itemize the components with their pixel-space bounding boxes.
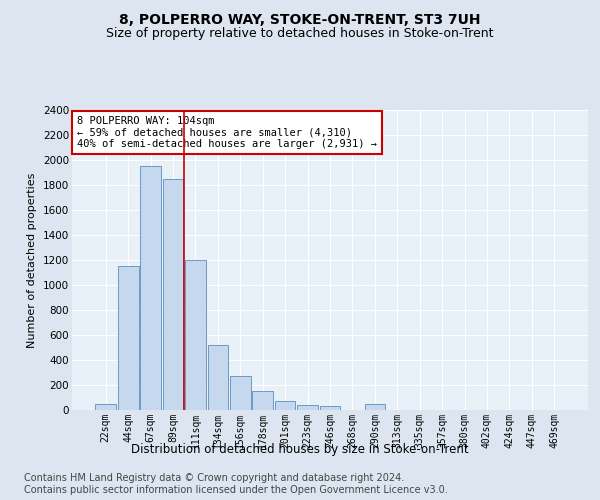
Bar xyxy=(208,345,228,410)
Bar xyxy=(95,404,116,410)
Text: Distribution of detached houses by size in Stoke-on-Trent: Distribution of detached houses by size … xyxy=(131,442,469,456)
Bar xyxy=(365,404,385,410)
Bar xyxy=(253,391,273,410)
Text: 8 POLPERRO WAY: 104sqm
← 59% of detached houses are smaller (4,310)
40% of semi-: 8 POLPERRO WAY: 104sqm ← 59% of detached… xyxy=(77,116,377,149)
Bar xyxy=(163,179,184,410)
Bar xyxy=(297,405,318,410)
Bar xyxy=(140,166,161,410)
Text: Contains HM Land Registry data © Crown copyright and database right 2024.
Contai: Contains HM Land Registry data © Crown c… xyxy=(24,474,448,495)
Text: Size of property relative to detached houses in Stoke-on-Trent: Size of property relative to detached ho… xyxy=(106,28,494,40)
Bar xyxy=(118,266,139,410)
Bar xyxy=(275,400,295,410)
Text: 8, POLPERRO WAY, STOKE-ON-TRENT, ST3 7UH: 8, POLPERRO WAY, STOKE-ON-TRENT, ST3 7UH xyxy=(119,12,481,26)
Bar xyxy=(320,406,340,410)
Y-axis label: Number of detached properties: Number of detached properties xyxy=(28,172,37,348)
Bar xyxy=(185,260,206,410)
Bar xyxy=(230,376,251,410)
